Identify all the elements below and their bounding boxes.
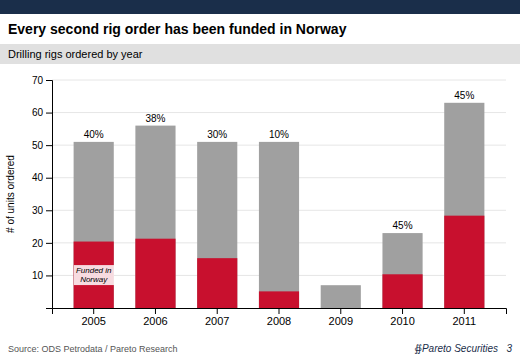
series-0 (74, 103, 485, 308)
y-tick: 10 (32, 270, 52, 281)
y-tick-label: 60 (32, 107, 44, 118)
total-bar (444, 103, 484, 308)
share-label: 30% (207, 129, 227, 140)
y-tick: 70 (32, 75, 52, 86)
annotation-line: Funded in (76, 266, 112, 275)
x-tick-label: 2005 (81, 315, 105, 327)
y-tick-label: 40 (32, 172, 44, 183)
x-tick-label: 2010 (390, 315, 414, 327)
source: Source: ODS Petrodata / Pareto Research (8, 344, 178, 354)
y-axis-title: # of units ordered (5, 155, 16, 233)
norway-bar (321, 308, 361, 309)
annotation-line: Norway (80, 275, 108, 284)
y-tick-mark (46, 80, 52, 81)
y-tick-mark (46, 113, 52, 114)
grid-line (52, 80, 506, 81)
x-tick-mark (217, 308, 218, 314)
title: Every second rig order has been funded i… (8, 21, 347, 37)
norway-bar (444, 216, 484, 308)
x-tick: 2008 (267, 308, 291, 327)
y-tick-mark (46, 243, 52, 244)
annotation-bg (74, 265, 114, 285)
y-tick: 30 (32, 205, 52, 216)
share-label: 40% (84, 129, 104, 140)
x-tick-mark (464, 308, 465, 314)
share-label: 45% (393, 220, 413, 231)
norway-bar (74, 242, 114, 308)
y-tick: 60 (32, 107, 52, 118)
share-labels: 40% 38% 30% 10% 45% 45% (84, 90, 475, 231)
chart: Every second rig order has been funded i… (0, 0, 520, 360)
y-axis-line (46, 81, 53, 309)
x-tick-mark (279, 308, 280, 314)
subtitle-band (0, 44, 520, 64)
x-tick: 2010 (390, 308, 414, 327)
x-tick: 2009 (329, 308, 353, 327)
subtitle: Drilling rigs ordered by year (8, 48, 143, 60)
total-bar (321, 285, 361, 308)
share-label: 45% (454, 90, 474, 101)
x-tick-label: 2009 (329, 315, 353, 327)
y-tick-label: 70 (32, 75, 44, 86)
y-tick-mark (46, 145, 52, 146)
x-tick-mark (340, 308, 341, 314)
norway-bar (382, 274, 422, 308)
plot: 1020304050607020052006200720082009201020… (32, 75, 507, 327)
total-bar (74, 142, 114, 308)
x-tick-mark (93, 308, 94, 314)
y-tick-mark (46, 210, 52, 211)
y-tick: 40 (32, 172, 52, 183)
norway-bar (135, 239, 175, 308)
x-tick-mark (155, 308, 156, 314)
series-1 (74, 216, 485, 308)
annotation: Funded inNorway (74, 265, 114, 285)
x-tick-label: 2008 (267, 315, 291, 327)
annotation-text: Funded inNorway (76, 266, 112, 284)
norway-bar (197, 258, 237, 308)
y-tick-label: 30 (32, 205, 44, 216)
header-band (0, 0, 520, 14)
norway-bar (259, 291, 299, 308)
y-tick-mark (46, 178, 52, 179)
y-tick-label: 10 (32, 270, 44, 281)
x-tick: 2006 (143, 308, 167, 327)
x-tick-label: 2011 (452, 315, 476, 327)
branding: ∯Pareto Securities 3 (414, 343, 512, 355)
share-label: 10% (269, 129, 289, 140)
y-axis: 10 20 30 40 50 60 70 (32, 75, 53, 309)
bars (74, 103, 485, 308)
share-label: 38% (145, 113, 165, 124)
total-bar (259, 142, 299, 308)
x-tick: 2011 (452, 308, 476, 327)
y-tick: 50 (32, 140, 52, 151)
total-bar (382, 233, 422, 308)
x-tick-mark (402, 308, 403, 314)
total-bar (135, 126, 175, 308)
y-tick-label: 50 (32, 140, 44, 151)
y-tick-label: 20 (32, 238, 44, 249)
x-tick-label: 2007 (205, 315, 229, 327)
grid-line (52, 112, 506, 113)
y-tick: 20 (32, 238, 52, 249)
total-bar (197, 142, 237, 308)
x-tick-label: 2006 (143, 315, 167, 327)
x-axis: 2005 2006 2007 2008 2009 2010 2011 (53, 308, 507, 327)
y-tick-mark (46, 275, 52, 276)
x-tick: 2007 (205, 308, 229, 327)
x-axis-line (53, 309, 507, 315)
x-tick: 2005 (81, 308, 105, 327)
